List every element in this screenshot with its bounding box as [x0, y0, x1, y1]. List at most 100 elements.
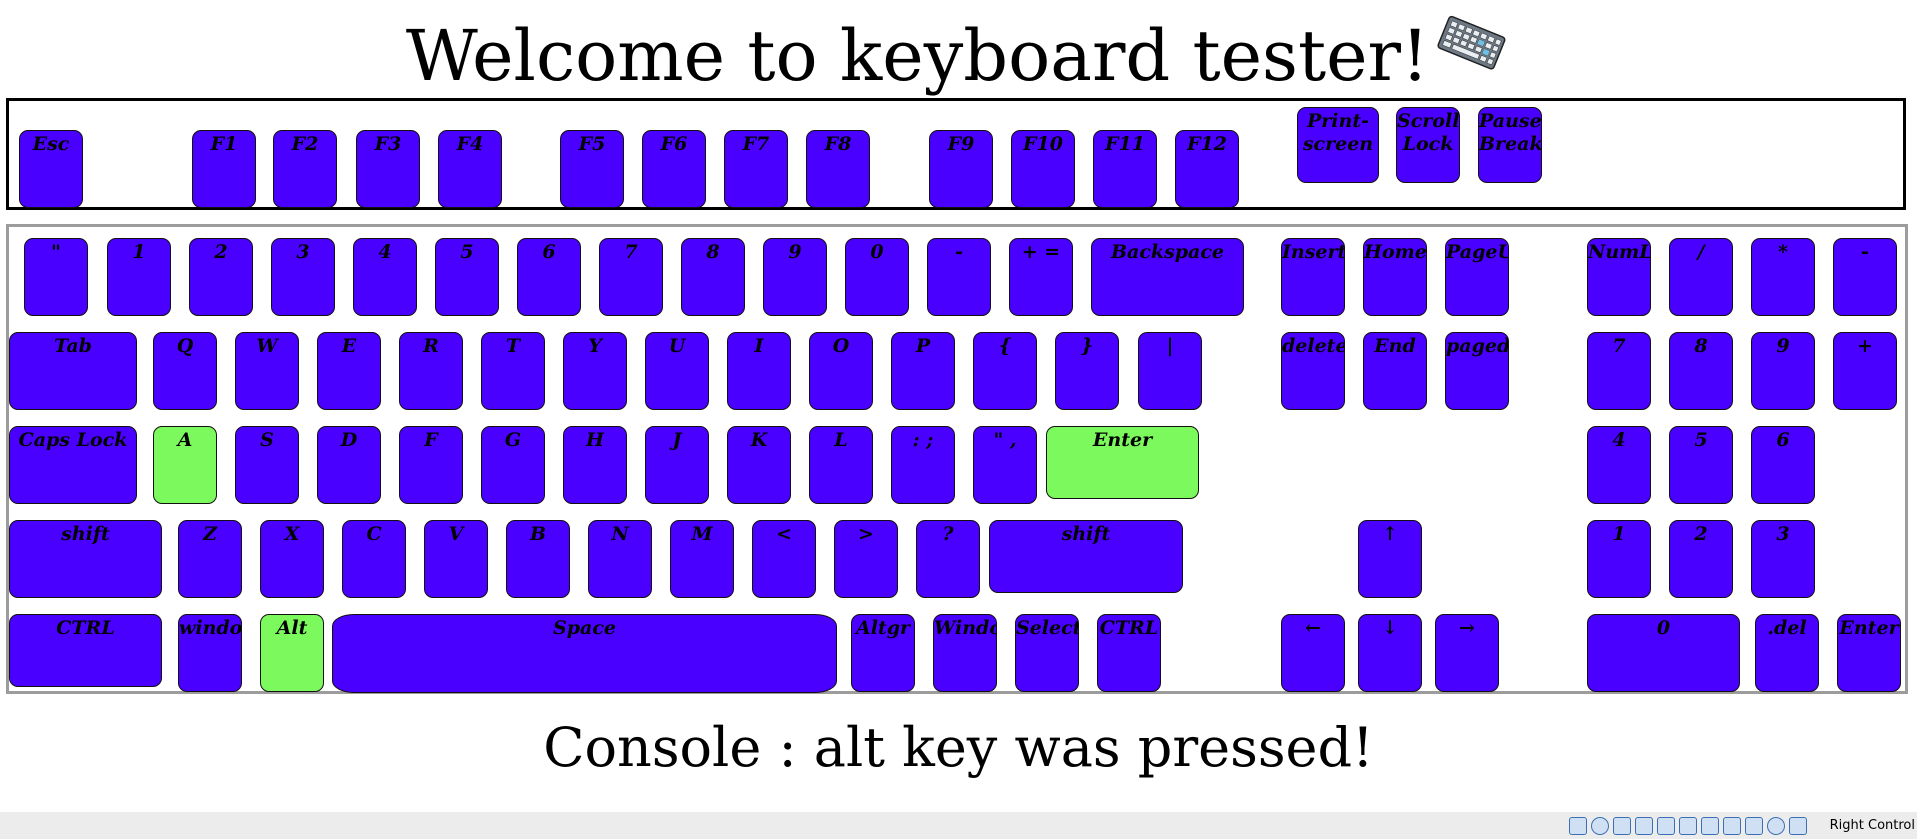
key-o-top[interactable]: O: [809, 332, 873, 410]
key-5-number[interactable]: 5: [435, 238, 499, 316]
key-f7[interactable]: F7: [724, 130, 788, 208]
key-esc[interactable]: Esc: [19, 130, 83, 208]
key-q-top[interactable]: Q: [153, 332, 217, 410]
key-n-shift[interactable]: N: [588, 520, 652, 598]
key-sym-top[interactable]: }: [1055, 332, 1119, 410]
key-sym-top[interactable]: +: [1833, 332, 1897, 410]
optical-drive-icon[interactable]: [1591, 817, 1609, 835]
key-m-shift[interactable]: M: [670, 520, 734, 598]
key-enter-bottom[interactable]: Enter: [1837, 614, 1901, 692]
key-7-number[interactable]: 7: [599, 238, 663, 316]
key-scroll-lock[interactable]: Scroll-Lock: [1396, 107, 1460, 183]
key-f4[interactable]: F4: [438, 130, 502, 208]
key-g-home[interactable]: G: [481, 426, 545, 504]
key-7-top[interactable]: 7: [1587, 332, 1651, 410]
key-pagedown-top[interactable]: pagedown: [1445, 332, 1509, 410]
key-f-home[interactable]: F: [399, 426, 463, 504]
network-icon[interactable]: [1635, 817, 1653, 835]
folder-icon[interactable]: [1679, 817, 1697, 835]
key-sym-shift[interactable]: >: [834, 520, 898, 598]
key-v-shift[interactable]: V: [424, 520, 488, 598]
key-numlock-number[interactable]: NumLock: [1587, 238, 1651, 316]
key-windows-bottom[interactable]: windows: [178, 614, 242, 692]
key-sym-number[interactable]: *: [1751, 238, 1815, 316]
pen-icon[interactable]: [1657, 817, 1675, 835]
key-sym-number[interactable]: -: [927, 238, 991, 316]
globe-icon[interactable]: [1767, 817, 1785, 835]
key-6-home[interactable]: 6: [1751, 426, 1815, 504]
key-sym-bottom[interactable]: ↓: [1358, 614, 1422, 692]
key-sym-shift[interactable]: ↑: [1358, 520, 1422, 598]
key-select-bottom[interactable]: Select: [1015, 614, 1079, 692]
key-x-shift[interactable]: X: [260, 520, 324, 598]
key-home-number[interactable]: Home: [1363, 238, 1427, 316]
key-2-shift[interactable]: 2: [1669, 520, 1733, 598]
key-caps-lock-home[interactable]: Caps Lock: [9, 426, 137, 504]
key-shift-shift[interactable]: shift: [9, 520, 162, 598]
key-t-top[interactable]: T: [481, 332, 545, 410]
key-r-top[interactable]: R: [399, 332, 463, 410]
key-9-number[interactable]: 9: [763, 238, 827, 316]
key-j-home[interactable]: J: [645, 426, 709, 504]
key-f5[interactable]: F5: [560, 130, 624, 208]
key-f3[interactable]: F3: [356, 130, 420, 208]
key-alt-bottom[interactable]: Alt: [260, 614, 324, 692]
key-sym-top[interactable]: |: [1138, 332, 1202, 410]
key-0-number[interactable]: 0: [845, 238, 909, 316]
usb-icon[interactable]: [1613, 817, 1631, 835]
key-9-top[interactable]: 9: [1751, 332, 1815, 410]
key-shift-shift[interactable]: shift: [989, 520, 1183, 593]
key-sym-shift[interactable]: <: [752, 520, 816, 598]
key-6-number[interactable]: 6: [517, 238, 581, 316]
key-8-number[interactable]: 8: [681, 238, 745, 316]
key-sym-bottom[interactable]: →: [1435, 614, 1499, 692]
display-icon[interactable]: [1701, 817, 1719, 835]
key-print-screen[interactable]: Print-screen: [1297, 107, 1379, 183]
key-e-top[interactable]: E: [317, 332, 381, 410]
key-d-home[interactable]: D: [317, 426, 381, 504]
key-sym-number[interactable]: ": [24, 238, 88, 316]
key-del-bottom[interactable]: .del: [1755, 614, 1819, 692]
key-tab-top[interactable]: Tab: [9, 332, 137, 410]
key-f12[interactable]: F12: [1175, 130, 1239, 208]
key-s-home[interactable]: S: [235, 426, 299, 504]
key-f9[interactable]: F9: [929, 130, 993, 208]
key-b-shift[interactable]: B: [506, 520, 570, 598]
key-u-top[interactable]: U: [645, 332, 709, 410]
key-sym-number[interactable]: + =: [1009, 238, 1073, 316]
key-ctrl-bottom[interactable]: CTRL: [9, 614, 162, 687]
key-pause-break[interactable]: Pause-Break: [1478, 107, 1542, 183]
key-i-top[interactable]: I: [727, 332, 791, 410]
key-p-top[interactable]: P: [891, 332, 955, 410]
key-4-home[interactable]: 4: [1587, 426, 1651, 504]
key-sym-top[interactable]: {: [973, 332, 1037, 410]
cpu-icon[interactable]: [1745, 817, 1763, 835]
key-0-bottom[interactable]: 0: [1587, 614, 1740, 692]
key-sym-number[interactable]: -: [1833, 238, 1897, 316]
key-end-top[interactable]: End: [1363, 332, 1427, 410]
key-l-home[interactable]: L: [809, 426, 873, 504]
key-delete-top[interactable]: delete: [1281, 332, 1345, 410]
key-1-number[interactable]: 1: [107, 238, 171, 316]
arrow-down-icon[interactable]: [1789, 817, 1807, 835]
key-8-top[interactable]: 8: [1669, 332, 1733, 410]
key-2-number[interactable]: 2: [189, 238, 253, 316]
key-sym-home[interactable]: " ,: [973, 426, 1037, 504]
key-f6[interactable]: F6: [642, 130, 706, 208]
key-altgr-bottom[interactable]: Altgr: [851, 614, 915, 692]
key-4-number[interactable]: 4: [353, 238, 417, 316]
key-a-home[interactable]: A: [153, 426, 217, 504]
key-sym-home[interactable]: : ;: [891, 426, 955, 504]
key-w-top[interactable]: W: [235, 332, 299, 410]
key-f8[interactable]: F8: [806, 130, 870, 208]
key-ctrl-bottom[interactable]: CTRL: [1097, 614, 1161, 692]
key-y-top[interactable]: Y: [563, 332, 627, 410]
key-enter-home[interactable]: Enter: [1046, 426, 1199, 499]
key-sym-number[interactable]: /: [1669, 238, 1733, 316]
key-3-number[interactable]: 3: [271, 238, 335, 316]
key-sym-bottom[interactable]: ←: [1281, 614, 1345, 692]
video-capture-icon[interactable]: [1723, 817, 1741, 835]
key-f1[interactable]: F1: [192, 130, 256, 208]
key-windows-bottom[interactable]: Windows: [933, 614, 997, 692]
key-z-shift[interactable]: Z: [178, 520, 242, 598]
